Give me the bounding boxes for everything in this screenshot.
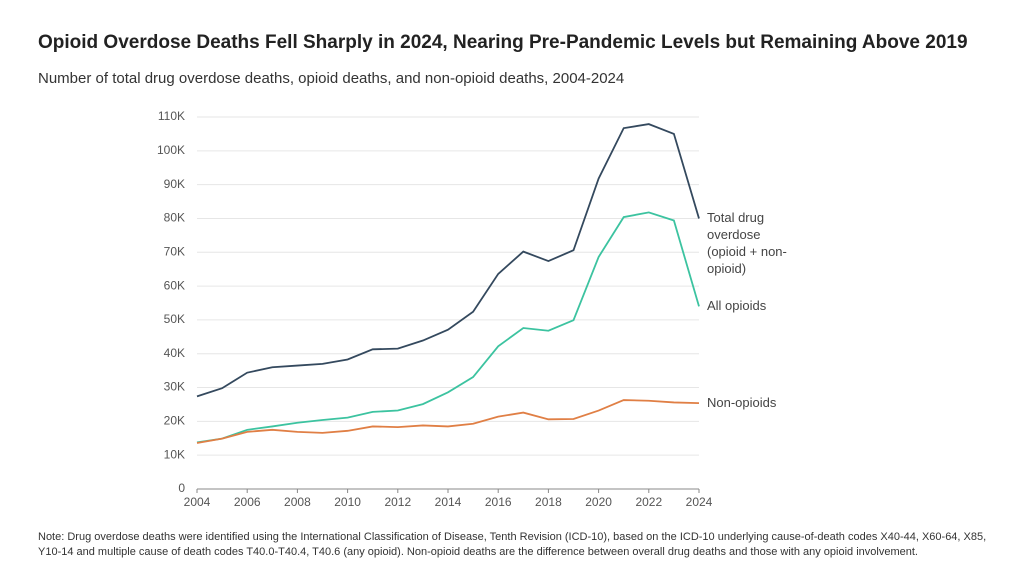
chart-subtitle: Number of total drug overdose deaths, op… [38,70,625,87]
y-tick-label: 0 [178,481,185,495]
y-tick-label: 110K [158,109,185,123]
x-tick-label: 2006 [234,495,261,509]
y-tick-label: 40K [164,346,185,360]
series-label: Total drug overdose (opioid + non-opioid… [707,210,787,277]
x-tick-label: 2024 [686,495,713,509]
series-line [196,123,700,398]
x-tick-label: 2012 [384,495,411,509]
y-tick-label: 70K [164,244,185,258]
chart-title: Opioid Overdose Deaths Fell Sharply in 2… [38,32,968,53]
series-line [196,211,700,444]
x-tick-label: 2022 [635,495,662,509]
x-tick-label: 2008 [284,495,311,509]
series-label: All opioids [707,298,767,314]
x-tick-label: 2018 [535,495,562,509]
x-tick-label: 2020 [585,495,612,509]
x-tick-label: 2004 [184,495,211,509]
series-line [196,399,700,444]
y-tick-label: 10K [164,447,185,461]
y-tick-label: 80K [164,211,185,225]
x-tick-label: 2016 [485,495,512,509]
y-tick-label: 30K [164,380,185,394]
y-tick-label: 50K [164,312,185,326]
series-label: Non-opioids [707,395,777,411]
y-tick-label: 20K [164,414,185,428]
y-tick-label: 90K [164,177,185,191]
x-tick-label: 2010 [334,495,361,509]
x-tick-label: 2014 [435,495,462,509]
y-tick-label: 100K [157,143,185,157]
y-tick-label: 60K [164,278,185,292]
chart-note: Note: Drug overdose deaths were identifi… [38,531,987,558]
